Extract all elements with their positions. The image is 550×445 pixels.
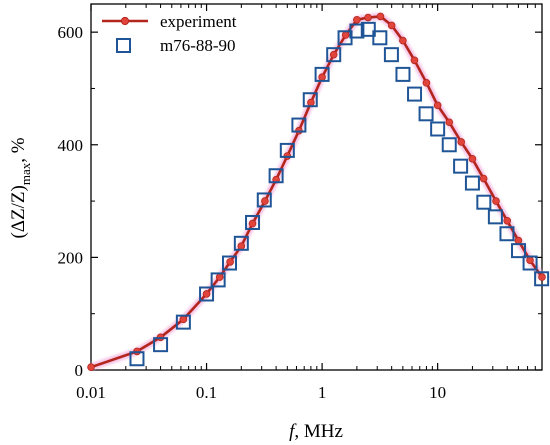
x-tick-label: 1 — [318, 383, 327, 402]
experiment-point — [433, 101, 442, 110]
experiment-point — [87, 363, 95, 371]
m76-88-90-point — [222, 255, 238, 271]
x-axis-ticks: 0.01 0.1 1 10 — [76, 4, 543, 402]
m76-88-90-point — [395, 66, 411, 82]
legend: experiment m76-88-90 — [102, 12, 237, 55]
y-tick-label: 400 — [58, 136, 84, 155]
m76-88-90-point — [153, 337, 169, 353]
experiment-point — [226, 258, 234, 266]
m76-88-90-point — [418, 106, 434, 122]
y-tick-label: 200 — [58, 248, 84, 267]
experiment-point — [261, 197, 269, 205]
m76-88-90-point — [199, 286, 215, 302]
experiment-point — [341, 31, 350, 39]
experiment-point — [445, 118, 454, 127]
m76-88-90-point — [383, 47, 399, 63]
m76-88-90-point — [129, 351, 145, 367]
m76-88-90-point — [175, 314, 191, 330]
experiment-point — [468, 155, 477, 163]
experiment-point — [457, 138, 466, 146]
m76-88-90-point — [499, 226, 515, 242]
m76-88-90-point — [256, 192, 272, 208]
experiment-point — [479, 174, 488, 183]
series-layer — [87, 12, 550, 371]
x-tick-label: 0.1 — [196, 383, 217, 402]
m76-88-90-point — [522, 255, 538, 271]
m76-88-90-point — [534, 271, 550, 287]
experiment-point — [237, 242, 246, 250]
m76-88-90-point — [210, 272, 226, 288]
m76-88-90-point — [360, 21, 376, 37]
m76-88-90-point — [372, 30, 388, 46]
m76-88-90-point — [268, 168, 284, 184]
legend-m76-88-90-marker — [116, 38, 131, 53]
experiment-point — [422, 79, 431, 87]
y-tick-label: 0 — [75, 361, 84, 380]
m76-88-90-point — [511, 243, 527, 259]
experiment-point — [179, 315, 188, 324]
y-tick-label: 600 — [58, 23, 84, 42]
m76-88-90-point — [314, 66, 330, 82]
plot-frame — [90, 3, 543, 371]
m76-88-90-point — [453, 158, 469, 174]
experiment-point — [364, 13, 372, 22]
m76-88-90-point — [245, 214, 261, 230]
experiment-point — [376, 12, 385, 21]
legend-m76-88-90-label: m76-88-90 — [160, 36, 236, 55]
m76-88-90-point — [302, 92, 318, 108]
experiment-point — [387, 21, 396, 30]
m76-88-90-point — [464, 175, 480, 191]
experiment-point — [307, 98, 315, 107]
m76-88-90-point — [407, 86, 423, 102]
experiment-point — [202, 290, 211, 298]
experiment-point — [248, 219, 257, 228]
m76-88-90-point — [476, 194, 492, 210]
experiment-point — [399, 36, 407, 45]
experiment-point — [492, 197, 500, 205]
m76-88-90-point — [487, 209, 503, 225]
experiment-point — [353, 15, 361, 24]
experiment-point — [538, 273, 546, 281]
legend-experiment-label: experiment — [160, 12, 237, 31]
x-tick-label: 10 — [429, 383, 446, 402]
experiment-point — [318, 73, 326, 81]
m76-88-90-point — [349, 23, 365, 39]
x-axis-title: f, MHz — [289, 421, 343, 442]
experiment-point — [503, 216, 512, 225]
experiment-point — [329, 50, 338, 59]
experiment-point — [215, 273, 224, 281]
y-axis-title: (ΔZ/Z)max, % — [8, 137, 33, 238]
experiment-point — [526, 256, 534, 265]
m76-88-90-point — [233, 235, 249, 251]
experiment-point — [514, 236, 523, 245]
m76-88-90-point — [430, 121, 446, 137]
m76-88-90-point — [279, 142, 295, 158]
x-tick-label: 0.01 — [76, 383, 106, 402]
m76-88-90-point — [326, 47, 342, 63]
y-axis-ticks: 0 200 400 600 — [58, 23, 542, 380]
experiment-point — [410, 56, 419, 65]
m76-88-90-point — [441, 137, 457, 153]
m76-88-90-point — [291, 117, 307, 133]
legend-experiment-marker — [120, 16, 130, 26]
